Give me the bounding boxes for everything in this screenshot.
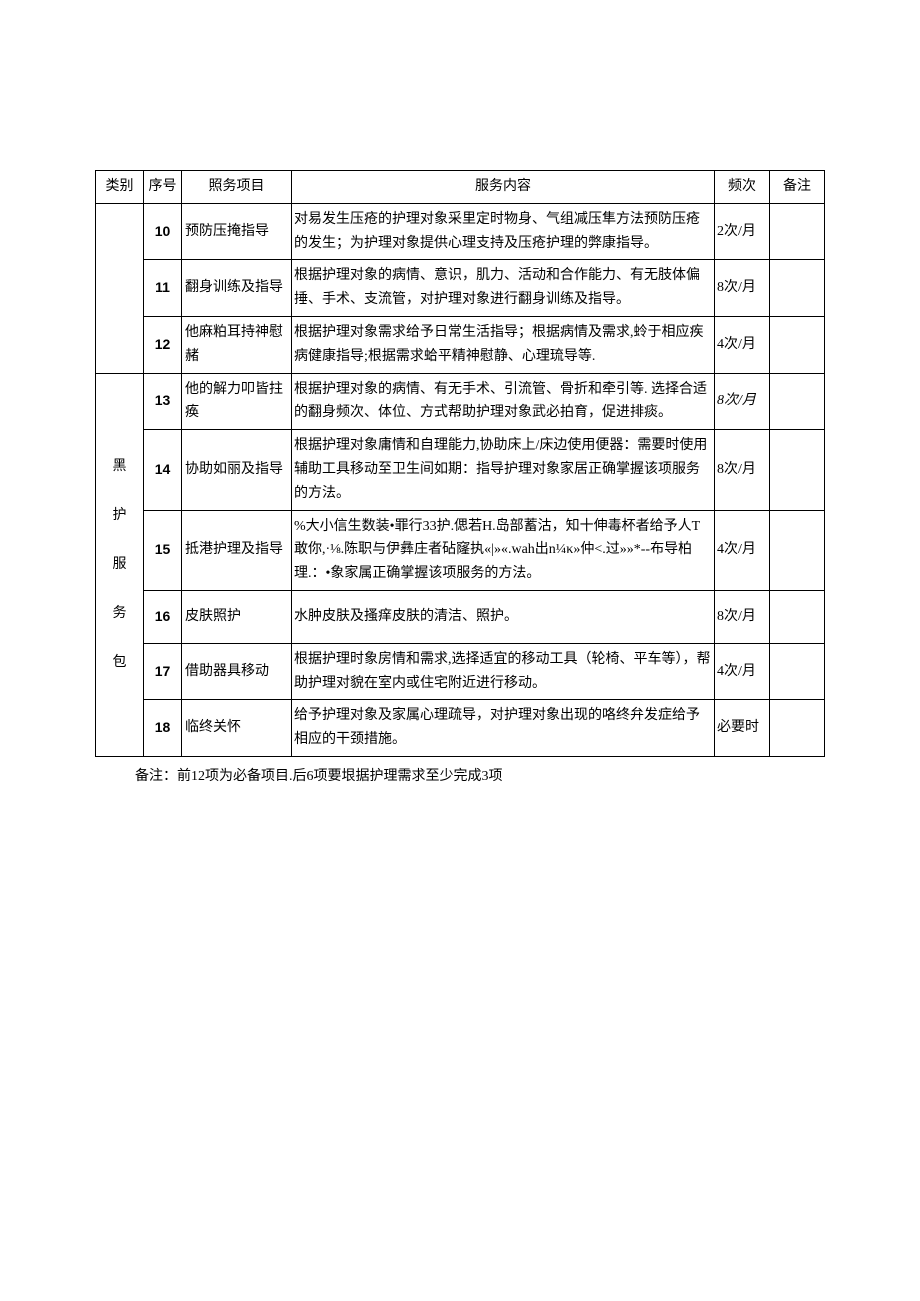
row-index: 18 (144, 700, 182, 757)
row-content: 根据护理对象的病情、意识，肌力、活动和合作能力、有无肢体偏捶、手术、支流管，对护… (292, 260, 715, 317)
category-char: 包 (96, 638, 143, 687)
row-index: 13 (144, 373, 182, 430)
row-content: 根据护理时象房情和需求,选择适宜的移动工具（轮椅、平车等），帮助护理对貌在室内或… (292, 643, 715, 700)
header-note: 备注 (770, 171, 825, 204)
row-item: 临终关怀 (182, 700, 292, 757)
row-note (770, 373, 825, 430)
table-row: 15 抵港护理及指导 %大小信生数装•罪行33护.偲若H.岛部蓄沽，知十伸毒杯者… (96, 510, 825, 590)
row-frequency: 2次/月 (715, 203, 770, 260)
row-note (770, 430, 825, 510)
table-row: 18 临终关怀 给予护理对象及家属心理疏导，对护理对象出现的咯终弁发症给予相应的… (96, 700, 825, 757)
row-item: 抵港护理及指导 (182, 510, 292, 590)
row-frequency: 4次/月 (715, 510, 770, 590)
header-content: 服务内容 (292, 171, 715, 204)
row-frequency: 4次/月 (715, 316, 770, 373)
row-content: 给予护理对象及家属心理疏导，对护理对象出现的咯终弁发症给予相应的干颈措施。 (292, 700, 715, 757)
category-char: 务 (96, 589, 143, 638)
row-item: 皮肤照护 (182, 590, 292, 643)
row-note (770, 203, 825, 260)
row-item: 借助器具移动 (182, 643, 292, 700)
row-item: 预防压掩指导 (182, 203, 292, 260)
row-item: 协助如丽及指导 (182, 430, 292, 510)
row-content: 根据护理对象需求给予日常生活指导；根据病情及需求,蛉于相应疾病健康指导;根据需求… (292, 316, 715, 373)
page-container: 类别 序号 照务项目 服务内容 频次 备注 10 预防压掩指导 对易发生压疮的护… (0, 0, 920, 1301)
row-content: 水肿皮肤及搔痒皮肤的清洁、照护。 (292, 590, 715, 643)
category-char: 黑 (96, 442, 143, 491)
row-content: %大小信生数装•罪行33护.偲若H.岛部蓄沽，知十伸毒杯者给予人T敢你,·⅛.陈… (292, 510, 715, 590)
row-item: 他麻粕耳持神慰赭 (182, 316, 292, 373)
table-row: 12 他麻粕耳持神慰赭 根据护理对象需求给予日常生活指导；根据病情及需求,蛉于相… (96, 316, 825, 373)
row-note (770, 510, 825, 590)
row-item: 翻身训练及指导 (182, 260, 292, 317)
row-index: 12 (144, 316, 182, 373)
table-row: 14 协助如丽及指导 根据护理对象庸情和自理能力,协助床上/床边使用便器：需要时… (96, 430, 825, 510)
row-index: 15 (144, 510, 182, 590)
row-frequency: 8次/月 (715, 260, 770, 317)
header-category: 类别 (96, 171, 144, 204)
row-content: 对易发生压疮的护理对象采里定时物身、气组减压隼方法预防压疮的发生；为护理对象提供… (292, 203, 715, 260)
row-note (770, 316, 825, 373)
row-frequency: 必要时 (715, 700, 770, 757)
row-frequency: 8次/月 (715, 373, 770, 430)
category-cell-top (96, 203, 144, 373)
table-row: 11 翻身训练及指导 根据护理对象的病情、意识，肌力、活动和合作能力、有无肢体偏… (96, 260, 825, 317)
table-body: 10 预防压掩指导 对易发生压疮的护理对象采里定时物身、气组减压隼方法预防压疮的… (96, 203, 825, 756)
row-note (770, 700, 825, 757)
row-index: 10 (144, 203, 182, 260)
header-index: 序号 (144, 171, 182, 204)
table-row: 16 皮肤照护 水肿皮肤及搔痒皮肤的清洁、照护。 8次/月 (96, 590, 825, 643)
header-frequency: 频次 (715, 171, 770, 204)
category-cell-main: 黑 护 服 务 包 (96, 373, 144, 756)
row-index: 14 (144, 430, 182, 510)
header-item: 照务项目 (182, 171, 292, 204)
header-row: 类别 序号 照务项目 服务内容 频次 备注 (96, 171, 825, 204)
row-content: 根据护理对象的病情、有无手术、引流管、骨折和牵引等. 选择合适的翻身频次、体位、… (292, 373, 715, 430)
row-index: 17 (144, 643, 182, 700)
table-row: 10 预防压掩指导 对易发生压疮的护理对象采里定时物身、气组减压隼方法预防压疮的… (96, 203, 825, 260)
row-frequency: 8次/月 (715, 430, 770, 510)
row-note (770, 643, 825, 700)
footnote: 备注：前12项为必备项目.后6项要垠据护理需求至少完成3项 (95, 765, 825, 785)
row-note (770, 260, 825, 317)
service-table: 类别 序号 照务项目 服务内容 频次 备注 10 预防压掩指导 对易发生压疮的护… (95, 170, 825, 757)
table-row: 黑 护 服 务 包 13 他的解力叩皆拄痪 根据护理对象的病情、有无手术、引流管… (96, 373, 825, 430)
table-row: 17 借助器具移动 根据护理时象房情和需求,选择适宜的移动工具（轮椅、平车等），… (96, 643, 825, 700)
row-frequency: 4次/月 (715, 643, 770, 700)
row-content: 根据护理对象庸情和自理能力,协助床上/床边使用便器：需要时使用辅助工具移动至卫生… (292, 430, 715, 510)
category-label-container: 黑 护 服 务 包 (96, 422, 143, 707)
category-char: 服 (96, 540, 143, 589)
row-note (770, 590, 825, 643)
row-item: 他的解力叩皆拄痪 (182, 373, 292, 430)
category-char: 护 (96, 491, 143, 540)
row-frequency: 8次/月 (715, 590, 770, 643)
row-index: 16 (144, 590, 182, 643)
row-index: 11 (144, 260, 182, 317)
